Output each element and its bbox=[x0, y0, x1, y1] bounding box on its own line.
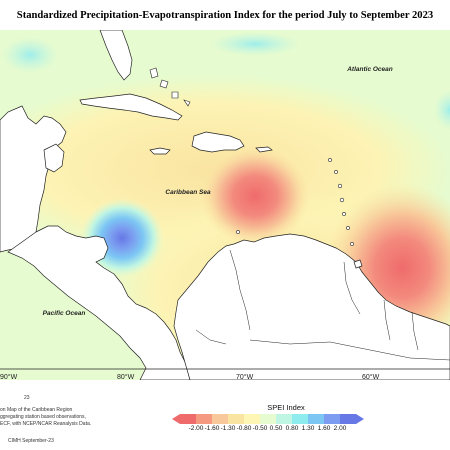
land-puerto-rico bbox=[255, 146, 273, 153]
legend-swatch bbox=[340, 414, 357, 424]
bahamas-2 bbox=[159, 79, 169, 89]
lesser-antilles-7 bbox=[350, 242, 354, 246]
wet-patch-east bbox=[434, 90, 450, 130]
dry-anomaly-central bbox=[200, 146, 310, 246]
legend-tick-label: 2.00 bbox=[333, 425, 347, 432]
legend-swatch bbox=[180, 414, 197, 424]
legend-swatch bbox=[308, 414, 325, 424]
spei-map: Atlantic Ocean Caribbean Sea Pacific Oce… bbox=[0, 30, 450, 380]
wet-patch-gulf bbox=[2, 37, 58, 73]
abc-islands bbox=[236, 230, 240, 234]
note-line-2: ggregating station based observations, bbox=[0, 414, 86, 420]
legend-arrow-left bbox=[172, 414, 180, 424]
legend-swatch bbox=[292, 414, 309, 424]
legend-swatch bbox=[212, 414, 229, 424]
border-guyana-suriname bbox=[383, 299, 391, 341]
note-credit: CIMH September-23 bbox=[8, 438, 54, 444]
legend-swatch bbox=[196, 414, 213, 424]
note-top: 23 bbox=[24, 395, 30, 401]
wet-patch-atlantic bbox=[210, 32, 300, 56]
legend-swatch bbox=[324, 414, 341, 424]
lesser-antilles-6 bbox=[346, 226, 350, 230]
border-suriname-french-guiana bbox=[411, 311, 419, 351]
bahamas-4 bbox=[183, 99, 191, 107]
legend-tick-label: 0.80 bbox=[285, 425, 299, 432]
country-borders bbox=[195, 249, 450, 361]
island-chains bbox=[149, 67, 354, 246]
legend-tick-label: -1.60 bbox=[204, 425, 220, 432]
border-colombia-ecuador bbox=[195, 329, 227, 345]
legend-tick-label: -0.50 bbox=[252, 425, 268, 432]
label-atlantic-ocean: Atlantic Ocean bbox=[346, 66, 393, 73]
border-brazil bbox=[249, 339, 450, 361]
lon-label-60w: 60°W bbox=[362, 374, 380, 381]
legend-swatch bbox=[228, 414, 245, 424]
land-hispaniola bbox=[191, 131, 245, 153]
legend-swatch bbox=[276, 414, 293, 424]
legend-tick-label: -1.30 bbox=[220, 425, 236, 432]
legend-swatch bbox=[260, 414, 277, 424]
lesser-antilles-3 bbox=[337, 183, 343, 189]
land-trinidad bbox=[353, 259, 363, 269]
note-line-3: ECF, with NCEP/NCAR Reanalysis Data. bbox=[0, 421, 92, 427]
lesser-antilles-5 bbox=[342, 212, 346, 216]
land-yucatan bbox=[43, 143, 65, 173]
land-florida bbox=[99, 30, 133, 81]
bahamas-3 bbox=[171, 91, 179, 99]
legend-arrow-right bbox=[356, 414, 364, 424]
bahamas-1 bbox=[149, 67, 159, 79]
lon-label-80w: 80°W bbox=[117, 374, 135, 381]
legend-tick-label: 1.60 bbox=[317, 425, 331, 432]
land-masses bbox=[0, 30, 450, 380]
legend-title: SPEI Index bbox=[267, 403, 305, 412]
legend-tick-label: 1.30 bbox=[301, 425, 315, 432]
border-venezuela-guyana bbox=[343, 261, 361, 315]
lesser-antilles-1 bbox=[328, 158, 332, 162]
land-cuba bbox=[79, 93, 183, 121]
border-colombia-venezuela bbox=[229, 249, 251, 331]
land-central-america bbox=[7, 225, 191, 380]
label-caribbean-sea: Caribbean Sea bbox=[165, 189, 211, 196]
map-title: Standardized Precipitation-Evapotranspir… bbox=[16, 10, 434, 21]
legend-swatch bbox=[244, 414, 261, 424]
legend-tick-label: -0.80 bbox=[236, 425, 252, 432]
legend-tick-label: -2.00 bbox=[188, 425, 204, 432]
lon-label-90w: 90°W bbox=[0, 374, 18, 381]
legend-colorbar bbox=[172, 414, 364, 424]
lesser-antilles-2 bbox=[334, 170, 338, 174]
lon-label-70w: 70°W bbox=[236, 374, 254, 381]
label-pacific-ocean: Pacific Ocean bbox=[43, 310, 86, 317]
legend-tick-label: 0.50 bbox=[269, 425, 283, 432]
note-line-1: on Map of the Caribbean Region bbox=[0, 407, 73, 413]
lesser-antilles-4 bbox=[339, 197, 345, 203]
land-jamaica bbox=[149, 147, 171, 155]
